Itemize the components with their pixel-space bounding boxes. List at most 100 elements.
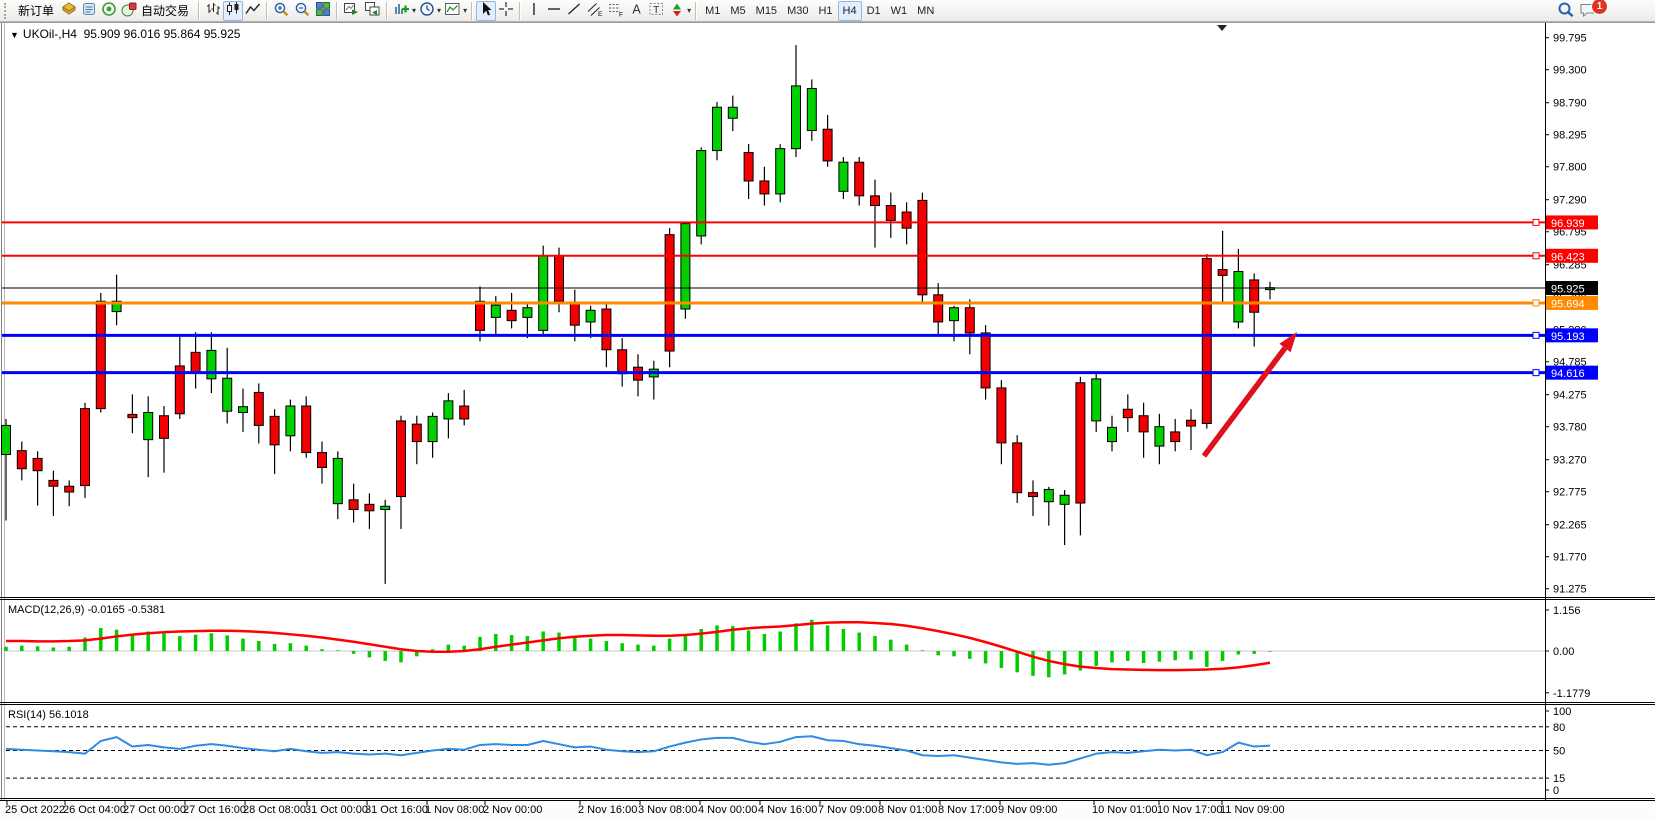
trend-arrow-annotation[interactable] bbox=[1201, 332, 1297, 458]
bull-candle bbox=[712, 106, 722, 152]
dropdown-caret-icon[interactable]: ▾ bbox=[412, 6, 417, 15]
bull-candle bbox=[806, 87, 817, 132]
auto-trading-button[interactable]: 自动交易 bbox=[119, 1, 195, 21]
bull-candle bbox=[1043, 488, 1054, 503]
timeframe-m15-button[interactable]: M15 bbox=[751, 1, 782, 21]
bar-chart-button[interactable] bbox=[203, 1, 223, 21]
bear-candle bbox=[569, 302, 580, 326]
collapse-triangle-icon[interactable]: ▼ bbox=[10, 30, 19, 40]
text-button[interactable]: A bbox=[626, 1, 646, 21]
time-tick-label: 28 Oct 08:00 bbox=[243, 804, 306, 816]
bear-candle bbox=[822, 128, 833, 162]
timeframe-m30-button[interactable]: M30 bbox=[782, 1, 813, 21]
timeframe-mn-button[interactable]: MN bbox=[912, 1, 939, 21]
cascade-windows-button[interactable] bbox=[362, 1, 383, 21]
price-badge bbox=[1546, 295, 1598, 310]
price-axis[interactable]: 99.795 99.300 98.790 98.295 97.800 97.290 96.7… bbox=[1545, 23, 1598, 800]
arrange-windows-button[interactable] bbox=[341, 1, 362, 21]
dropdown-caret-icon[interactable]: ▾ bbox=[687, 6, 692, 15]
vertical-line-button[interactable] bbox=[524, 1, 544, 21]
zoom-out-button[interactable] bbox=[292, 1, 313, 21]
time-tick-label: 27 Oct 16:00 bbox=[183, 804, 246, 816]
candlesticks-button[interactable] bbox=[223, 0, 244, 21]
zoom-in-button[interactable] bbox=[271, 1, 292, 21]
horizontal-line-button[interactable] bbox=[544, 1, 564, 21]
templates-button[interactable] bbox=[442, 1, 463, 21]
bear-candle bbox=[269, 415, 280, 446]
arrow-shapes-button[interactable] bbox=[667, 1, 687, 21]
bull-candle bbox=[522, 307, 533, 318]
notification-badge[interactable]: 1 bbox=[1591, 0, 1608, 15]
timeframe-m1-button[interactable]: M1 bbox=[700, 1, 725, 21]
bull-candle bbox=[443, 400, 454, 420]
timeframe-w1-button[interactable]: W1 bbox=[886, 1, 913, 21]
price-badge bbox=[1546, 365, 1598, 380]
horizontal-line-objects[interactable] bbox=[2, 218, 1545, 377]
bear-candle bbox=[1249, 279, 1260, 313]
bear-candle bbox=[174, 365, 185, 415]
rsi-tick-label: 100 bbox=[1553, 706, 1571, 718]
market-watch-button[interactable] bbox=[99, 1, 119, 21]
zoom-out-icon bbox=[294, 1, 311, 20]
price-tick-label: 96.795 bbox=[1553, 227, 1587, 239]
timeframe-h1-button[interactable]: H1 bbox=[813, 1, 837, 21]
new-chart-button[interactable] bbox=[59, 1, 79, 21]
bear-candle bbox=[601, 308, 612, 351]
timeframe-m5-button[interactable]: M5 bbox=[725, 1, 750, 21]
toolbar-right-group: 1 bbox=[1555, 0, 1608, 21]
bear-candle bbox=[159, 415, 169, 439]
bull-candle bbox=[222, 377, 233, 412]
bear-candle bbox=[459, 405, 470, 420]
hline-endpoint-handle bbox=[1532, 369, 1540, 377]
tile-windows-button[interactable] bbox=[313, 1, 333, 21]
bar-chart-icon bbox=[205, 1, 221, 20]
equidistant-channel-button[interactable]: E bbox=[584, 1, 605, 21]
bear-candle bbox=[317, 452, 327, 468]
dropdown-caret-icon[interactable]: ▾ bbox=[437, 6, 442, 15]
toolbar-separator bbox=[386, 1, 389, 20]
chat-button[interactable]: 1 bbox=[1577, 0, 1608, 21]
bull-candle bbox=[680, 223, 691, 310]
new-order-button[interactable]: 新订单 bbox=[13, 1, 59, 21]
trendline-button[interactable] bbox=[564, 1, 584, 21]
rsi-pane bbox=[5, 726, 1545, 779]
line-chart-button[interactable] bbox=[243, 1, 263, 21]
timeframe-h4-button[interactable]: H4 bbox=[837, 0, 862, 21]
bear-candle bbox=[1170, 431, 1181, 443]
price-tick-label: 91.770 bbox=[1553, 552, 1587, 564]
fibonacci-button[interactable]: F bbox=[605, 1, 626, 21]
bear-candle bbox=[933, 294, 944, 323]
add-indicator-button[interactable] bbox=[391, 1, 412, 21]
timeframe-d1-button[interactable]: D1 bbox=[862, 1, 886, 21]
toolbar-separator bbox=[471, 1, 474, 20]
bear-candle bbox=[980, 332, 991, 389]
price-tick-label: 92.775 bbox=[1553, 487, 1587, 499]
macd-tick-label: 0.00 bbox=[1553, 646, 1574, 658]
time-tick-label: 27 Oct 00:00 bbox=[123, 804, 186, 816]
search-button[interactable] bbox=[1555, 1, 1577, 21]
hline-endpoint-handle bbox=[1532, 331, 1540, 339]
bear-candle bbox=[80, 408, 90, 487]
cursor-icon bbox=[478, 1, 494, 20]
chart-canvas[interactable]: 99.795 99.300 98.790 98.295 97.800 97.290 96.7… bbox=[0, 22, 1655, 821]
text-label-button[interactable]: T bbox=[646, 1, 667, 21]
profiles-button[interactable] bbox=[79, 1, 99, 21]
bear-candle bbox=[1122, 408, 1133, 419]
price-tick-label: 99.795 bbox=[1553, 33, 1587, 45]
cursor-button[interactable] bbox=[476, 0, 497, 21]
price-tick-label: 94.275 bbox=[1553, 390, 1587, 402]
dropdown-caret-icon[interactable]: ▾ bbox=[463, 6, 468, 15]
bear-candle bbox=[1217, 269, 1228, 276]
fibonacci-icon: F bbox=[607, 1, 624, 20]
time-tick-label: 10 Nov 01:00 bbox=[1092, 804, 1157, 816]
market-watch-icon bbox=[101, 1, 117, 20]
text-icon: A bbox=[629, 1, 644, 20]
price-tick-label: 97.290 bbox=[1553, 195, 1587, 207]
bull-candle bbox=[727, 106, 738, 119]
chart-shift-marker-icon[interactable] bbox=[1217, 25, 1227, 31]
arrange-windows-icon bbox=[343, 1, 360, 20]
periods-clock-button[interactable] bbox=[417, 1, 437, 21]
crosshair-button[interactable] bbox=[496, 1, 516, 21]
bull-candle bbox=[332, 457, 343, 505]
